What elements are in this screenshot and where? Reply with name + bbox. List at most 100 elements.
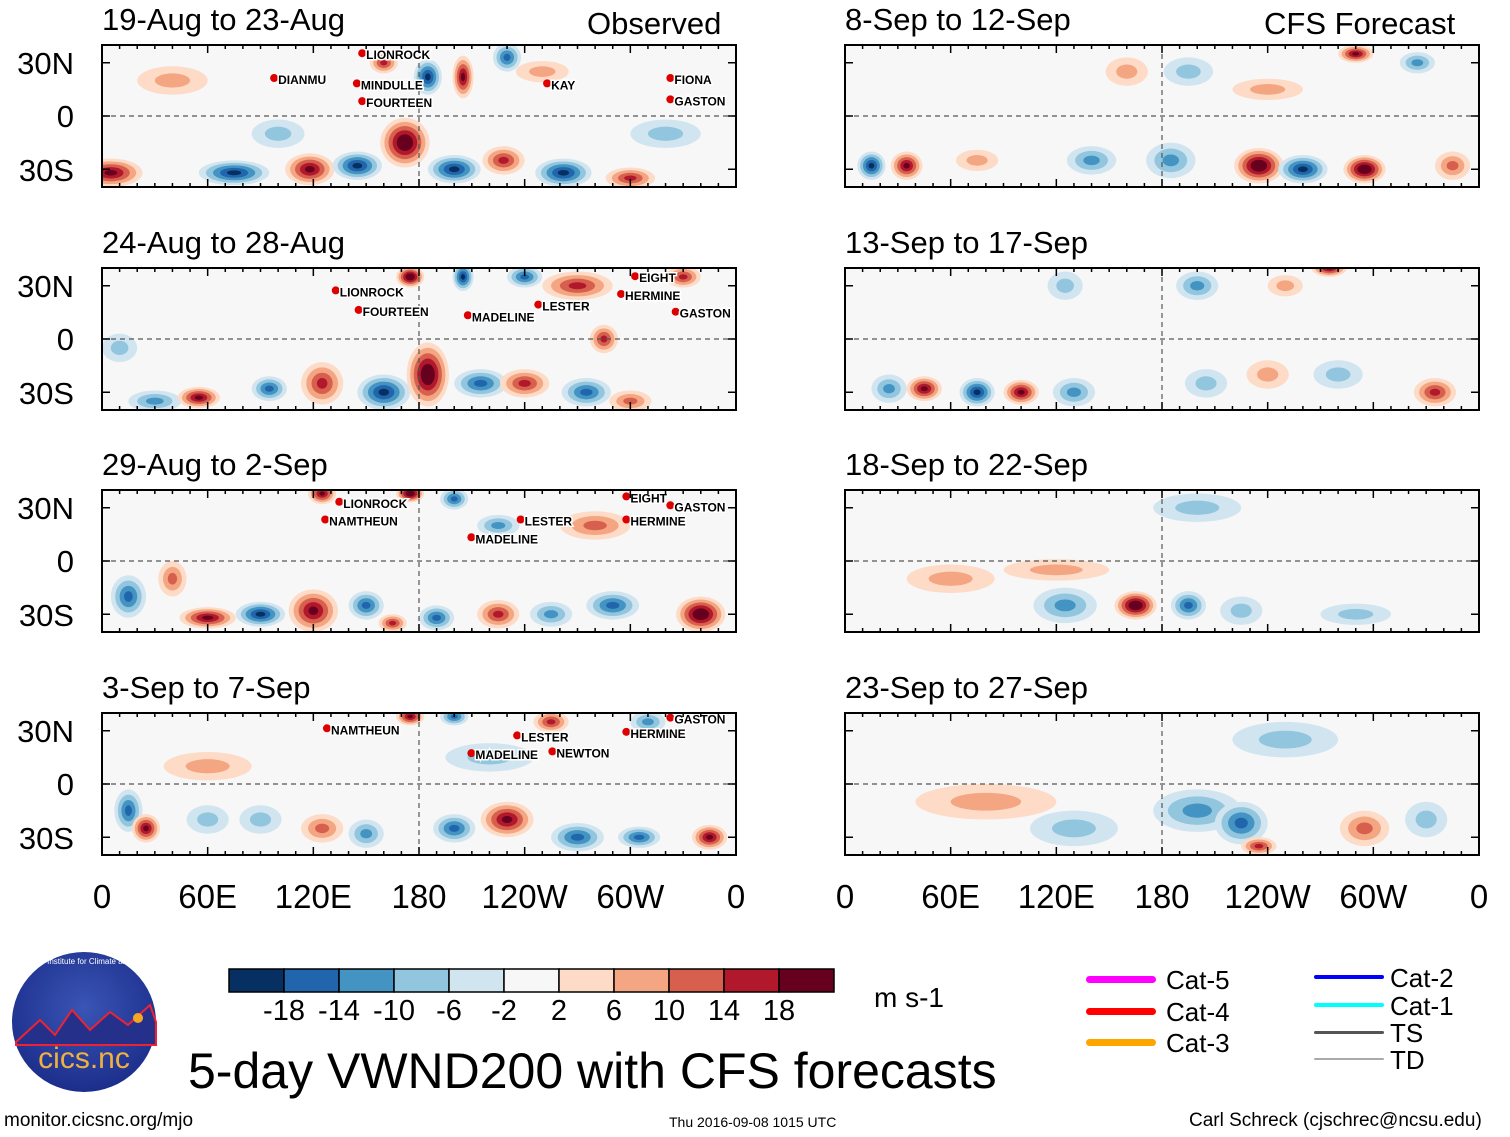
storm-label: GASTON <box>674 500 725 514</box>
colorbar-swatch <box>228 968 285 993</box>
anomaly-contour <box>1083 155 1100 166</box>
footer-url[interactable]: monitor.cicsnc.org/mjo <box>4 1110 194 1131</box>
anomaly-contour <box>1054 599 1076 612</box>
storm-label: FOURTEEN <box>363 305 429 319</box>
panel-title: 18-Sep to 22-Sep <box>845 447 1089 482</box>
storm-icon <box>322 724 331 733</box>
anomaly-contour <box>557 169 570 176</box>
legend-label: TS <box>1390 1018 1424 1048</box>
storm-label: HERMINE <box>630 515 685 529</box>
storm-icon <box>463 311 472 320</box>
lon-label: 0 <box>1469 878 1489 915</box>
anomaly-contour <box>104 169 118 176</box>
footer-timestamp: Thu 2016-09-08 1015 UTC <box>669 1114 837 1130</box>
storm-icon <box>666 95 675 104</box>
anomaly-contour <box>570 833 585 841</box>
lon-label: 180 <box>391 878 447 915</box>
legend-line <box>1314 1003 1384 1007</box>
map-panel <box>844 267 1480 411</box>
anomaly-contour <box>518 379 531 387</box>
lat-label: 30S <box>18 821 74 856</box>
anomaly-contour <box>1415 810 1437 829</box>
anomaly-contour <box>1182 803 1212 818</box>
legend-line <box>1314 975 1384 979</box>
storm-label: EIGHT <box>639 271 676 285</box>
lon-label: 0 <box>726 878 746 915</box>
anomaly-contour <box>467 750 512 765</box>
legend-line <box>1086 1038 1156 1046</box>
storm-label: LIONROCK <box>343 497 407 511</box>
anomaly-contour <box>903 162 910 169</box>
lat-label: 0 <box>56 544 74 579</box>
anomaly-contour <box>1361 166 1369 172</box>
storm-icon <box>354 305 363 314</box>
anomaly-contour <box>1184 601 1193 609</box>
storm-icon <box>270 74 279 83</box>
lat-label: 30N <box>17 269 74 304</box>
anomaly-contour <box>474 379 488 387</box>
anomaly-contour <box>696 611 705 618</box>
anomaly-contour <box>1276 280 1295 292</box>
lon-label: 180 <box>1134 878 1190 915</box>
lon-label: 120E <box>1017 878 1095 915</box>
anomaly-contour <box>315 823 330 834</box>
panel-title: 8-Sep to 12-Sep <box>845 2 1071 37</box>
anomaly-contour <box>1258 730 1312 749</box>
anomaly-contour <box>580 388 593 396</box>
lon-label: 120W <box>1224 878 1311 915</box>
observed-label: Observed <box>587 6 722 41</box>
storm-icon <box>467 749 476 758</box>
storm-label: LIONROCK <box>340 285 404 299</box>
anomaly-contour <box>1175 500 1220 515</box>
storm-icon <box>622 727 631 736</box>
anomaly-contour <box>389 620 397 626</box>
anomaly-contour <box>255 611 266 617</box>
lon-label: 120E <box>274 878 352 915</box>
map-panel <box>844 44 1480 188</box>
colorbar <box>228 968 835 993</box>
colorbar-tick-label: 2 <box>550 995 568 1027</box>
logo-ring-text: Cooperative Institute for Climate and Sa… <box>10 957 160 966</box>
anomaly-contour <box>1338 608 1374 620</box>
anomaly-contour <box>1429 388 1441 396</box>
anomaly-contour <box>642 718 654 726</box>
lat-label: 30N <box>17 46 74 81</box>
anomaly-contour <box>1029 564 1083 576</box>
anomaly-contour <box>352 162 363 169</box>
anomaly-contour <box>568 282 587 290</box>
storm-label: FIONA <box>674 73 712 87</box>
legend-label: Cat-3 <box>1166 1028 1230 1058</box>
storm-icon <box>321 515 330 524</box>
map-panel <box>844 712 1480 856</box>
anomaly-contour <box>460 72 466 82</box>
anomaly-contour <box>1051 819 1096 838</box>
legend-label: Cat-2 <box>1390 963 1454 993</box>
anomaly-contour <box>264 385 274 392</box>
anomaly-contour <box>1116 64 1138 79</box>
anomaly-contour <box>583 520 607 531</box>
storm-icon <box>622 515 631 524</box>
anomaly-contour <box>197 812 219 827</box>
logo-text: cics.nc <box>38 1042 130 1075</box>
anomaly-contour <box>319 491 325 496</box>
storm-label: GASTON <box>674 713 725 727</box>
anomaly-contour <box>424 73 431 81</box>
storm-icon <box>543 79 552 88</box>
storm-label: NAMTHEUN <box>329 515 398 529</box>
storm-label: EIGHT <box>630 491 667 505</box>
storm-label: MADELINE <box>475 748 538 762</box>
colorbar-swatch <box>503 968 560 993</box>
storm-icon <box>331 286 340 295</box>
anomaly-contour <box>1254 843 1264 849</box>
anomaly-contour <box>498 156 509 164</box>
lon-label: 0 <box>835 878 855 915</box>
anomaly-contour <box>1132 603 1140 608</box>
anomaly-contour <box>1230 603 1252 618</box>
colorbar-tick-label: 18 <box>762 995 796 1027</box>
colorbar-swatch <box>613 968 670 993</box>
anomaly-contour <box>920 386 928 392</box>
lon-label: 60W <box>1339 878 1408 915</box>
lat-label: 30N <box>17 491 74 526</box>
legend-label: Cat-1 <box>1390 991 1454 1021</box>
anomaly-contour <box>492 610 504 618</box>
